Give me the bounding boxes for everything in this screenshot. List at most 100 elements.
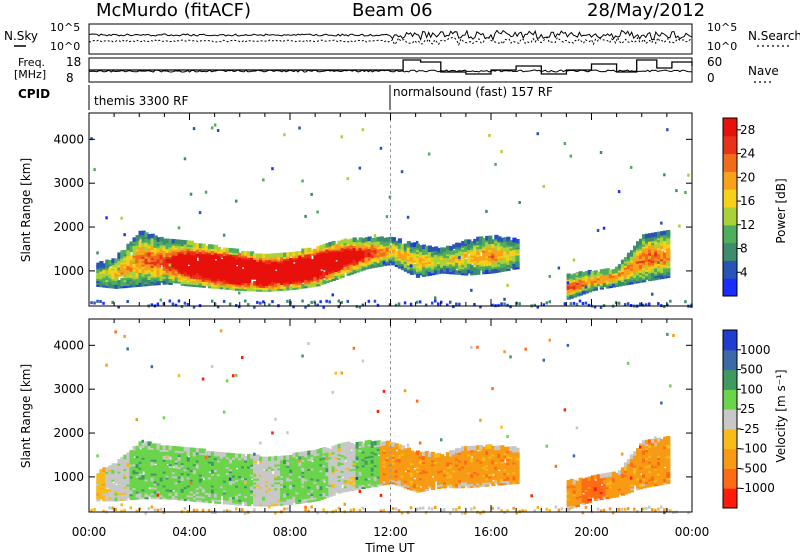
echo-cell — [666, 247, 671, 253]
colorbar-tick-label: 24 — [740, 147, 755, 161]
near-range-cell — [349, 508, 352, 512]
echo-cell — [310, 469, 315, 475]
echo-cell — [219, 249, 225, 254]
echo-cell — [427, 257, 433, 262]
echo-cell — [657, 231, 662, 237]
echo-cell — [210, 465, 216, 470]
scatter-cell — [135, 418, 138, 422]
echo-cell — [174, 446, 179, 451]
echo-cell — [286, 455, 291, 460]
echo-cell — [599, 275, 604, 280]
echo-cell — [111, 258, 116, 263]
echo-cell — [280, 252, 285, 258]
echo-cell — [289, 464, 294, 470]
echo-cell — [201, 497, 206, 503]
scatter-cell — [500, 150, 503, 154]
echo-cell — [590, 271, 595, 276]
scatter-cell — [189, 192, 193, 196]
near-range-cell — [542, 303, 545, 307]
echo-cell — [334, 271, 339, 276]
near-range-cell — [216, 305, 220, 309]
echo-cell — [135, 445, 140, 451]
echo-cell — [198, 470, 203, 475]
echo-cell — [397, 238, 402, 243]
near-range-cell — [114, 507, 117, 511]
echo-cell — [183, 447, 188, 452]
colorbar-tick-label: 16 — [740, 194, 755, 208]
echo-cell — [159, 268, 164, 274]
echo-cell — [340, 239, 345, 245]
echo-cell — [467, 243, 472, 248]
scatter-cell — [204, 456, 208, 460]
echo-cell — [195, 280, 200, 286]
near-range-cell — [241, 508, 244, 512]
near-range-cell — [578, 299, 582, 303]
echo-cell — [232, 248, 237, 253]
echo-cell — [349, 264, 354, 269]
near-range-cell — [593, 305, 597, 309]
echo-cell — [123, 454, 128, 460]
echo-cell — [370, 263, 375, 269]
echo-cell — [280, 493, 285, 498]
echo-cell — [225, 247, 231, 253]
echo-cell — [168, 445, 173, 451]
echo-cell — [156, 237, 161, 242]
near-range-cell — [437, 302, 440, 306]
echo-cell — [210, 272, 216, 277]
echo-cell — [213, 252, 219, 258]
colorbar-swatch — [723, 224, 737, 244]
echo-cell — [310, 495, 315, 501]
echo-cell — [189, 260, 194, 265]
echo-cell — [316, 246, 321, 251]
echo-cell — [473, 250, 478, 256]
echo-cell — [165, 274, 170, 279]
echo-cell — [391, 237, 396, 242]
echo-cell — [232, 279, 237, 285]
y-tick-label: 2000 — [53, 220, 84, 234]
echo-cell — [189, 447, 194, 453]
echo-cell — [651, 232, 656, 238]
echo-cell — [268, 484, 273, 489]
near-range-cell — [536, 305, 539, 309]
near-range-cell — [111, 506, 114, 510]
echo-cell — [379, 240, 384, 245]
echo-cell — [192, 242, 197, 248]
near-range-cell — [286, 299, 289, 303]
echo-cell — [228, 480, 234, 486]
echo-cell — [129, 271, 134, 276]
echo-cell — [289, 277, 294, 283]
echo-cell — [156, 443, 161, 448]
scatter-cell — [228, 477, 232, 481]
echo-cell — [602, 282, 607, 288]
scatter-cell — [316, 210, 319, 214]
echo-cell — [660, 231, 665, 236]
echo-cell — [431, 247, 436, 252]
echo-cell — [587, 270, 592, 275]
near-range-cell — [518, 302, 521, 306]
echo-cell — [250, 282, 255, 288]
echo-cell — [328, 448, 333, 454]
echo-cell — [153, 443, 158, 448]
echo-cell — [120, 468, 125, 474]
scatter-cell — [617, 190, 621, 194]
scatter-cell — [427, 152, 431, 156]
echo-cell — [645, 261, 650, 266]
echo-cell — [301, 252, 306, 257]
echo-cell — [443, 247, 448, 252]
echo-cell — [186, 447, 191, 452]
echo-cell — [289, 480, 294, 486]
echo-cell — [455, 252, 460, 257]
echo-cell — [256, 464, 261, 469]
echo-cell — [186, 266, 191, 271]
echo-cell — [355, 240, 360, 245]
echo-cell — [343, 266, 348, 271]
echo-cell — [494, 234, 499, 240]
echo-cell — [452, 269, 457, 275]
echo-cell — [473, 254, 478, 260]
echo-cell — [123, 482, 128, 487]
echo-cell — [437, 257, 442, 263]
scatter-cell — [569, 154, 573, 158]
near-range-cell — [180, 305, 184, 309]
echo-cell — [198, 275, 203, 280]
echo-cell — [132, 457, 137, 463]
